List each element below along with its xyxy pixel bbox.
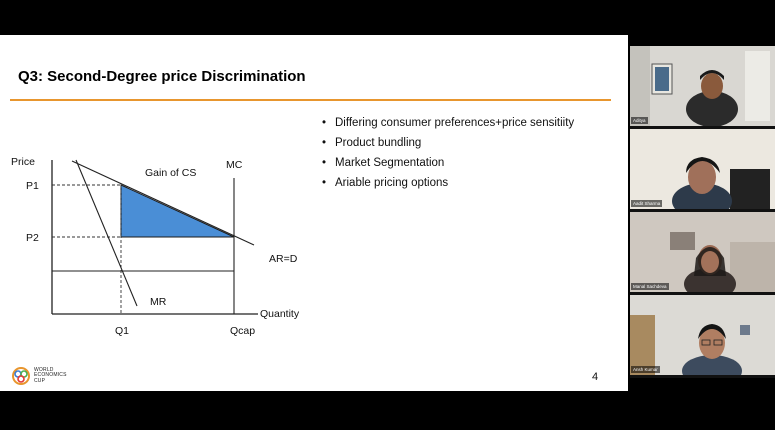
participant-video-tile[interactable]: Aadit Sharma bbox=[630, 129, 775, 209]
presentation-slide: Q3: Second-Degree price Discrimination P… bbox=[0, 35, 628, 391]
participant-name: Ansh Kumar bbox=[631, 366, 660, 373]
p1-label: P1 bbox=[26, 180, 39, 192]
bullet-list: • Differing consumer preferences+price se… bbox=[322, 116, 574, 196]
price-discrimination-diagram: Price Quantity MC P1 P2 Q1 Qcap AR=D MR … bbox=[11, 156, 300, 337]
bullet-item: • Market Segmentation bbox=[322, 157, 445, 169]
mr-label: MR bbox=[150, 296, 167, 308]
video-feed bbox=[630, 295, 775, 375]
gain-of-cs-label: Gain of CS bbox=[145, 167, 196, 179]
participant-name: Aditya bbox=[631, 117, 648, 124]
bullet-item: • Ariable pricing options bbox=[322, 177, 449, 189]
participant-gallery: Aditya Aadit Sharma Manal Sachdeva bbox=[630, 46, 775, 378]
video-feed bbox=[630, 129, 775, 209]
participant-video-tile[interactable]: Ansh Kumar bbox=[630, 295, 775, 375]
p2-label: P2 bbox=[26, 232, 39, 244]
q1-label: Q1 bbox=[115, 325, 129, 337]
video-feed bbox=[630, 212, 775, 292]
demand-line bbox=[71, 160, 255, 246]
mc-label: MC bbox=[226, 159, 243, 171]
bullet-item: • Product bundling bbox=[322, 137, 422, 149]
qcap-label: Qcap bbox=[230, 325, 255, 337]
logo-icon bbox=[12, 367, 30, 385]
bullet-item: • Differing consumer preferences+price se… bbox=[322, 117, 575, 129]
y-axis-label: Price bbox=[11, 156, 35, 168]
participant-name: Manal Sachdeva bbox=[631, 283, 669, 290]
consumer-surplus-gain-area bbox=[120, 184, 235, 238]
slide-title: Q3: Second-Degree price Discrimination bbox=[18, 68, 306, 85]
x-axis-label: Quantity bbox=[260, 308, 300, 320]
ar-d-label: AR=D bbox=[269, 253, 298, 265]
video-feed bbox=[630, 46, 775, 126]
title-divider bbox=[10, 99, 611, 101]
slide-number: 4 bbox=[592, 371, 599, 383]
participant-video-tile[interactable]: Manal Sachdeva bbox=[630, 212, 775, 292]
participant-video-tile[interactable]: Aditya bbox=[630, 46, 775, 126]
world-economics-cup-logo: WORLD ECONOMICS CUP bbox=[11, 366, 67, 386]
mr-line bbox=[75, 159, 138, 307]
participant-name: Aadit Sharma bbox=[631, 200, 663, 207]
